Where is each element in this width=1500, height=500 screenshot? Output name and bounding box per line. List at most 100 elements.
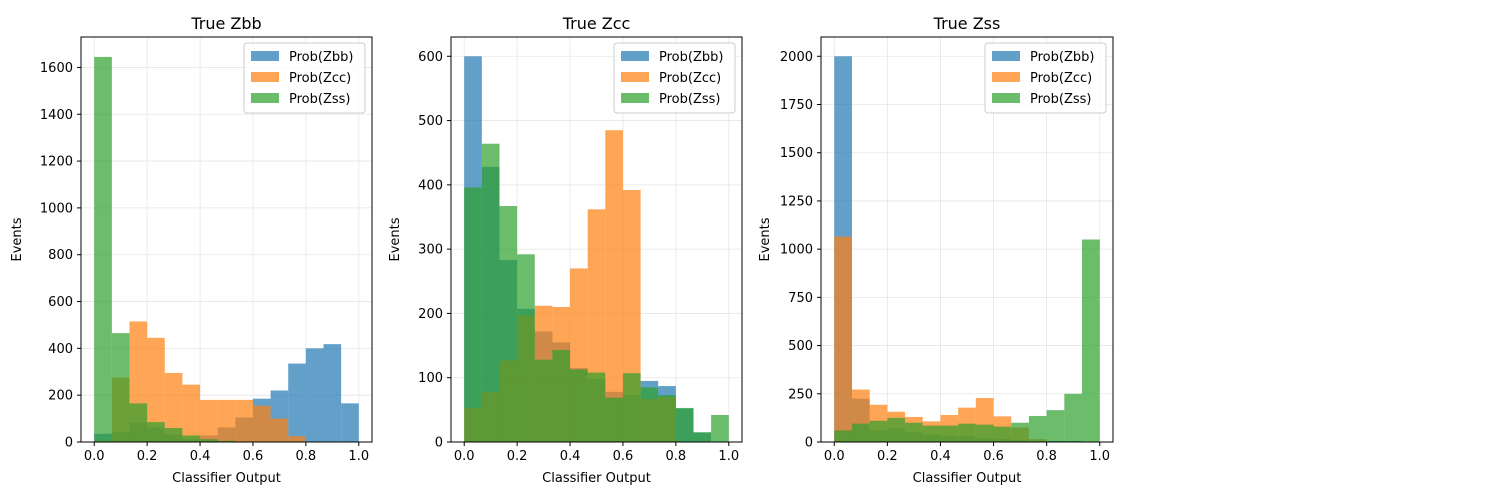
bar-prob-zcc bbox=[164, 372, 183, 442]
bar-prob-zss bbox=[640, 387, 659, 442]
y-tick-label: 1000 bbox=[40, 201, 73, 216]
bar-prob-zss bbox=[481, 143, 500, 442]
y-tick-label: 300 bbox=[418, 243, 443, 258]
legend-swatch-prob-zcc bbox=[251, 72, 279, 82]
bar-prob-zss bbox=[1011, 422, 1029, 442]
x-tick-label: 0.8 bbox=[666, 449, 687, 464]
bar-prob-zss bbox=[693, 432, 712, 442]
y-tick-label: 500 bbox=[788, 339, 813, 354]
x-tick-label: 0.6 bbox=[613, 449, 634, 464]
bar-prob-zss bbox=[587, 372, 606, 442]
y-tick-label: 500 bbox=[418, 114, 443, 129]
y-tick-label: 100 bbox=[418, 371, 443, 386]
panel-title: True Zss bbox=[933, 14, 1001, 33]
y-tick-label: 1200 bbox=[40, 155, 73, 170]
y-tick-label: 400 bbox=[48, 342, 73, 357]
bar-prob-zbb bbox=[323, 344, 342, 442]
bar-prob-zss bbox=[111, 333, 130, 442]
legend-swatch-prob-zbb bbox=[992, 51, 1020, 61]
bar-prob-zss bbox=[94, 56, 112, 443]
x-tick-label: 0.2 bbox=[507, 449, 528, 464]
bar-prob-zss bbox=[570, 369, 588, 442]
legend-swatch-prob-zss bbox=[992, 93, 1020, 103]
bar-prob-zss bbox=[869, 420, 888, 442]
y-tick-label: 1600 bbox=[40, 61, 73, 76]
x-tick-label: 1.0 bbox=[718, 449, 739, 464]
series-prob-zss bbox=[834, 239, 1100, 442]
legend-label-prob-zcc: Prob(Zcc) bbox=[289, 71, 351, 86]
panel-title: True Zbb bbox=[190, 14, 261, 33]
bar-prob-zss bbox=[834, 430, 852, 442]
panel-title: True Zcc bbox=[562, 14, 631, 33]
y-tick-label: 400 bbox=[418, 178, 443, 193]
legend-label-prob-zss: Prob(Zss) bbox=[289, 92, 350, 107]
x-axis-label: Classifier Output bbox=[542, 471, 651, 486]
legend-label-prob-zss: Prob(Zss) bbox=[659, 92, 720, 107]
y-axis-label: Events bbox=[388, 217, 403, 261]
y-ticks: 0 100 200 300 400 500 600 bbox=[418, 50, 451, 451]
y-tick-label: 200 bbox=[48, 389, 73, 404]
bar-prob-zss bbox=[1046, 410, 1065, 442]
y-tick-label: 2000 bbox=[780, 50, 813, 65]
bar-prob-zss bbox=[164, 427, 183, 442]
bar-prob-zss bbox=[993, 426, 1012, 442]
y-axis-label: Events bbox=[758, 217, 773, 261]
legend-swatch-prob-zss bbox=[621, 93, 649, 103]
panel-true-zss: 0.0 0.2 0.4 0.6 0.8 1.0 0 250 500 750 1000 1250 1500… bbox=[758, 14, 1114, 486]
bar-prob-zss bbox=[534, 359, 553, 442]
legend-swatch-prob-zbb bbox=[621, 51, 649, 61]
y-tick-label: 1000 bbox=[780, 243, 813, 258]
x-tick-label: 1.0 bbox=[348, 449, 369, 464]
legend-label-prob-zbb: Prob(Zbb) bbox=[1030, 50, 1094, 65]
y-tick-label: 0 bbox=[805, 436, 813, 451]
bar-prob-zss bbox=[1064, 393, 1083, 442]
bar-prob-zbb bbox=[341, 403, 359, 442]
x-axis-label: Classifier Output bbox=[172, 471, 281, 486]
bar-prob-zcc bbox=[270, 418, 289, 442]
bar-prob-zcc bbox=[252, 405, 271, 442]
x-tick-label: 0.8 bbox=[1036, 449, 1057, 464]
bar-prob-zbb bbox=[305, 348, 324, 442]
legend: Prob(Zbb) Prob(Zcc) Prob(Zss) bbox=[243, 42, 366, 114]
bar-prob-zcc bbox=[235, 399, 253, 442]
bar-prob-zcc bbox=[147, 337, 165, 442]
legend-swatch-prob-zcc bbox=[621, 72, 649, 82]
bar-prob-zcc bbox=[217, 399, 236, 442]
y-ticks: 0 200 400 600 800 1000 1200 1400 1600 bbox=[40, 61, 81, 451]
x-tick-label: 0.8 bbox=[296, 449, 317, 464]
x-tick-label: 1.0 bbox=[1089, 449, 1110, 464]
panel-true-zcc: 0.0 0.2 0.4 0.6 0.8 1.0 0 100 200 300 400 500 600 Tr… bbox=[388, 14, 743, 486]
bar-prob-zss bbox=[658, 395, 676, 442]
bar-prob-zss bbox=[922, 425, 941, 442]
bar-prob-zss bbox=[905, 422, 923, 442]
bar-prob-zss bbox=[940, 425, 959, 442]
legend: Prob(Zbb) Prob(Zcc) Prob(Zss) bbox=[613, 42, 736, 114]
y-tick-label: 200 bbox=[418, 307, 443, 322]
y-tick-label: 250 bbox=[788, 387, 813, 402]
bar-prob-zss bbox=[622, 373, 641, 442]
bar-prob-zss bbox=[147, 422, 165, 442]
y-axis-label: Events bbox=[10, 217, 25, 261]
bar-prob-zss bbox=[552, 350, 571, 442]
y-tick-label: 0 bbox=[435, 436, 443, 451]
legend-label-prob-zbb: Prob(Zbb) bbox=[289, 50, 353, 65]
bar-prob-zss bbox=[887, 417, 906, 442]
series-prob-zss bbox=[464, 143, 729, 442]
bar-prob-zss bbox=[217, 440, 236, 442]
bar-prob-zbb bbox=[288, 363, 306, 442]
bar-prob-zss bbox=[1028, 415, 1047, 442]
bar-prob-zcc bbox=[605, 130, 623, 442]
bar-prob-zss bbox=[1082, 239, 1100, 442]
panel-true-zbb: 0.0 0.2 0.4 0.6 0.8 1.0 0 200 400 600 800 1000 1200 1… bbox=[10, 14, 373, 486]
x-tick-label: 0.0 bbox=[454, 449, 475, 464]
histogram-bars: 0.0 0.2 0.4 0.6 0.8 1.0 0 100 200 300 400 500 600 bbox=[418, 36, 743, 464]
bar-prob-zss bbox=[464, 187, 482, 442]
x-tick-label: 0.4 bbox=[190, 449, 211, 464]
bar-prob-zss bbox=[675, 407, 694, 442]
y-tick-label: 1750 bbox=[780, 98, 813, 113]
legend-swatch-prob-zcc bbox=[992, 72, 1020, 82]
x-tick-label: 0.2 bbox=[877, 449, 898, 464]
bar-prob-zss bbox=[851, 423, 870, 442]
bar-prob-zss bbox=[200, 439, 218, 442]
